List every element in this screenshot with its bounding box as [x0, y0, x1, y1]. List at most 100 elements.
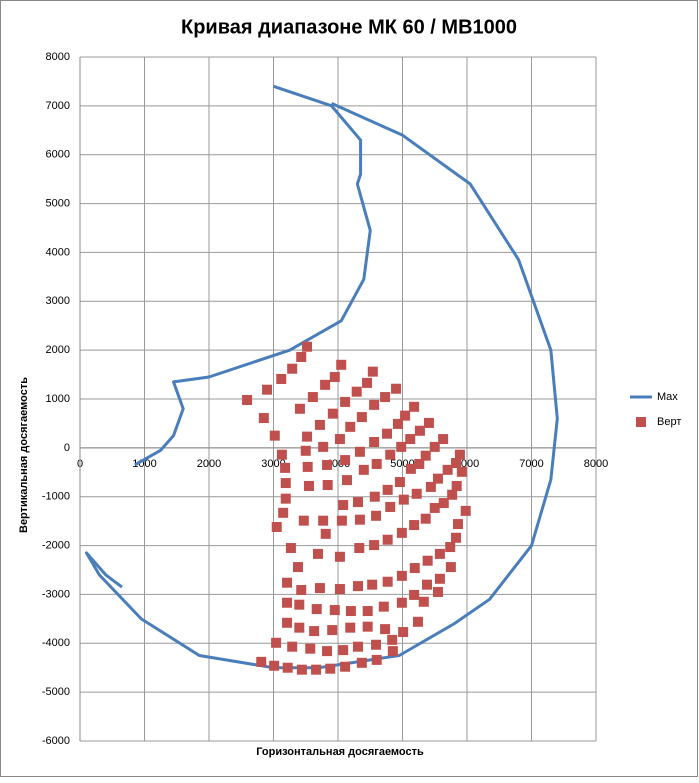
point — [400, 410, 411, 421]
point — [371, 654, 382, 665]
point — [445, 562, 456, 573]
point — [334, 434, 345, 445]
point — [356, 412, 367, 423]
point — [302, 341, 313, 352]
legend-label: Max — [657, 391, 678, 403]
point — [314, 419, 325, 430]
point — [354, 514, 365, 525]
point — [354, 543, 365, 554]
y-tick-label: 5000 — [46, 197, 70, 209]
point — [352, 497, 363, 508]
point — [294, 622, 305, 633]
x-tick-label: 2000 — [197, 458, 221, 470]
point — [334, 584, 345, 595]
point — [287, 363, 298, 374]
point — [351, 386, 362, 397]
point — [269, 660, 280, 671]
y-tick-label: 8000 — [46, 51, 70, 63]
point — [269, 430, 280, 441]
point — [258, 413, 269, 424]
point — [429, 502, 440, 513]
point — [422, 579, 433, 590]
point — [451, 458, 462, 469]
point — [367, 579, 378, 590]
point — [242, 394, 253, 405]
point — [451, 480, 462, 491]
point — [369, 540, 380, 551]
y-tick-label: -5000 — [42, 686, 70, 698]
x-tick-label: 1000 — [132, 458, 156, 470]
point — [352, 641, 363, 652]
point — [405, 434, 416, 445]
point — [285, 543, 296, 554]
point — [447, 489, 458, 500]
point — [369, 436, 380, 447]
point — [398, 627, 409, 638]
y-tick-label: 0 — [64, 442, 70, 454]
point — [262, 384, 273, 395]
point — [414, 425, 425, 436]
point — [425, 481, 436, 492]
point — [418, 596, 429, 607]
y-tick-label: 2000 — [46, 344, 70, 356]
point — [282, 617, 293, 628]
point — [329, 605, 340, 616]
point — [294, 599, 305, 610]
point — [296, 664, 307, 675]
point — [414, 458, 425, 469]
point — [434, 573, 445, 584]
point — [371, 510, 382, 521]
point — [303, 480, 314, 491]
point — [382, 576, 393, 587]
point — [322, 646, 333, 657]
y-tick-label: -6000 — [42, 735, 70, 747]
point — [380, 624, 391, 635]
x-tick-label: 3000 — [261, 458, 285, 470]
point — [338, 500, 349, 511]
point — [302, 431, 313, 442]
point — [325, 663, 336, 674]
point — [396, 441, 407, 452]
point — [345, 606, 356, 617]
point — [340, 455, 351, 466]
y-tick-label: 3000 — [46, 295, 70, 307]
point — [452, 519, 463, 530]
y-tick-label: 7000 — [46, 100, 70, 112]
point — [382, 484, 393, 495]
point — [362, 621, 373, 632]
point — [456, 466, 467, 477]
point — [302, 461, 313, 472]
point — [318, 515, 329, 526]
point — [371, 458, 382, 469]
point — [445, 542, 456, 553]
point — [336, 515, 347, 526]
point — [380, 392, 391, 403]
legend-swatch — [636, 417, 646, 427]
point — [322, 479, 333, 490]
point — [422, 555, 433, 566]
point — [396, 527, 407, 538]
point — [385, 449, 396, 460]
chart-title: Кривая диапазоне МК 60 / МВ1000 — [181, 16, 517, 38]
point — [282, 577, 293, 588]
point — [391, 383, 402, 394]
point — [305, 643, 316, 654]
point — [354, 446, 365, 457]
point — [311, 604, 322, 615]
point — [432, 473, 443, 484]
point — [367, 366, 378, 377]
y-tick-label: -2000 — [42, 539, 70, 551]
point — [409, 563, 420, 574]
point — [434, 548, 445, 559]
point — [280, 478, 291, 489]
point — [385, 501, 396, 512]
point — [398, 494, 409, 505]
series-line — [84, 84, 559, 670]
point — [423, 417, 434, 428]
point — [356, 657, 367, 668]
point — [298, 515, 309, 526]
point — [432, 586, 443, 597]
point — [320, 379, 331, 390]
point — [276, 373, 287, 384]
point — [327, 625, 338, 636]
